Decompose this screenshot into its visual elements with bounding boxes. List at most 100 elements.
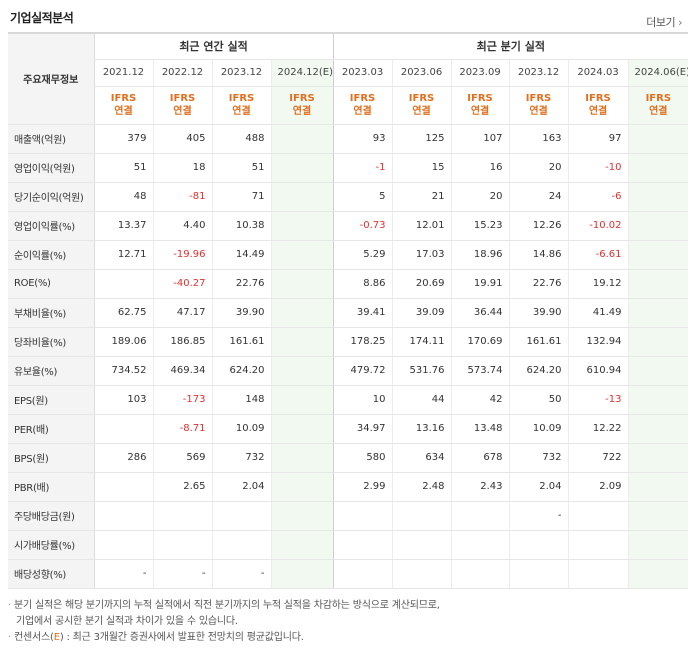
table-cell: 24 xyxy=(508,182,569,212)
table-cell: 19.12 xyxy=(567,269,629,299)
table-cell: 125 xyxy=(391,124,452,154)
table-cell: 21 xyxy=(391,182,452,212)
table-cell: 36.44 xyxy=(450,298,510,328)
table-cell xyxy=(627,210,689,241)
table-cell xyxy=(627,269,689,299)
footnote-2: · 컨센서스(E) : 최근 3개월간 증권사에서 발표한 전망치의 평균값입니다… xyxy=(8,632,304,643)
table-cell: 39.41 xyxy=(332,298,393,328)
table-cell xyxy=(270,153,334,183)
table-cell xyxy=(450,530,510,560)
bullet-icon: · xyxy=(8,600,11,611)
table-cell xyxy=(567,530,629,560)
table-cell xyxy=(270,298,334,328)
table-cell: -6.61 xyxy=(567,240,629,270)
table-cell: 16 xyxy=(450,153,510,183)
table-row: ROE(%) -40.27 22.76 8.86 20.69 19.91 22.76 19.1… xyxy=(8,269,689,299)
financial-table: 주요재무정보 최근 연간 실적 최근 분기 실적 2021.12 2022.12 2… xyxy=(8,32,689,589)
table-cell: 2.99 xyxy=(332,472,393,502)
ifrs-label: IFRS 연결 xyxy=(391,86,452,125)
table-cell: -13 xyxy=(567,384,629,415)
table-cell: 405 xyxy=(152,124,212,154)
table-cell xyxy=(270,500,334,531)
table-cell xyxy=(627,124,689,154)
table-cell: 12.26 xyxy=(508,210,569,241)
ifrs-label: IFRS 연결 xyxy=(508,86,569,125)
table-cell: 569 xyxy=(152,443,212,473)
table-cell: 178.25 xyxy=(332,327,393,357)
table-cell xyxy=(332,530,393,560)
table-cell xyxy=(270,559,334,589)
ifrs-label: IFRS 연결 xyxy=(270,86,334,125)
table-cell: 13.16 xyxy=(391,414,452,444)
bullet-icon: · xyxy=(8,632,11,643)
group-quarterly: 최근 분기 실적 xyxy=(332,32,689,60)
table-cell: 18.96 xyxy=(450,240,510,270)
table-cell: 44 xyxy=(391,384,452,415)
table-cell: 50 xyxy=(508,384,569,415)
table-cell: 12.71 xyxy=(93,240,153,270)
table-cell: 13.37 xyxy=(93,210,153,241)
table-cell: 2.04 xyxy=(211,472,271,502)
row-label: PER(배) xyxy=(8,414,94,444)
table-cell xyxy=(450,559,510,589)
table-cell: 5.29 xyxy=(332,240,393,270)
table-cell: 734.52 xyxy=(93,356,153,386)
table-cell xyxy=(627,384,689,415)
group-annual: 최근 연간 실적 xyxy=(93,32,334,60)
period-header: 2023.09 xyxy=(450,59,510,87)
table-cell: 14.49 xyxy=(211,240,271,270)
table-cell xyxy=(211,500,271,531)
table-cell: -81 xyxy=(152,182,212,212)
table-cell: - xyxy=(93,559,153,589)
table-cell: 286 xyxy=(93,443,153,473)
table-cell xyxy=(270,210,334,241)
table-cell xyxy=(508,530,569,560)
table-cell: 161.61 xyxy=(508,327,569,357)
period-header: 2022.12 xyxy=(152,59,212,87)
row-label: 주당배당금(원) xyxy=(8,500,94,531)
table-cell xyxy=(627,559,689,589)
table-cell: 39.90 xyxy=(211,298,271,328)
table-cell xyxy=(152,500,212,531)
row-label: 당기순이익(억원) xyxy=(8,182,94,212)
table-row: 당기순이익(억원) 48 -81 71 5 21 20 24 -6 xyxy=(8,182,689,212)
row-label: 유보율(%) xyxy=(8,356,94,386)
table-cell: 47.17 xyxy=(152,298,212,328)
table-row: 부채비율(%) 62.75 47.17 39.90 39.41 39.09 36.44 39.… xyxy=(8,298,689,328)
table-cell: 103 xyxy=(93,384,153,415)
table-cell: 163 xyxy=(508,124,569,154)
period-header: 2023.12 xyxy=(211,59,271,87)
table-cell xyxy=(270,240,334,270)
table-cell: 531.76 xyxy=(391,356,452,386)
table-cell: 22.76 xyxy=(211,269,271,299)
table-cell xyxy=(627,356,689,386)
table-cell: 107 xyxy=(450,124,510,154)
row-label: 순이익률(%) xyxy=(8,240,94,270)
table-cell: 20 xyxy=(508,153,569,183)
row-label: 부채비율(%) xyxy=(8,298,94,328)
table-cell: -173 xyxy=(152,384,212,415)
table-cell: 48 xyxy=(93,182,153,212)
table-cell xyxy=(270,530,334,560)
table-cell: 161.61 xyxy=(211,327,271,357)
table-cell: 580 xyxy=(332,443,393,473)
row-label: 매출액(억원) xyxy=(8,124,94,154)
table-cell: 610.94 xyxy=(567,356,629,386)
row-label: ROE(%) xyxy=(8,269,94,299)
table-cell: 2.04 xyxy=(508,472,569,502)
table-cell: 97 xyxy=(567,124,629,154)
ifrs-label: IFRS 연결 xyxy=(211,86,271,125)
table-cell xyxy=(93,530,153,560)
table-cell: 51 xyxy=(211,153,271,183)
table-cell xyxy=(627,472,689,502)
table-cell xyxy=(627,153,689,183)
table-cell: 10.09 xyxy=(211,414,271,444)
table-cell xyxy=(270,384,334,415)
table-cell: 624.20 xyxy=(508,356,569,386)
footnote-1-cont: 기업에서 공시한 분기 실적과 차이가 있을 수 있습니다. xyxy=(16,616,238,627)
more-link[interactable]: 더보기 › xyxy=(646,14,682,30)
table-cell: 678 xyxy=(450,443,510,473)
table-row: 영업이익(억원) 51 18 51 -1 15 16 20 -10 xyxy=(8,153,689,183)
table-cell xyxy=(627,414,689,444)
table-cell: 41.49 xyxy=(567,298,629,328)
